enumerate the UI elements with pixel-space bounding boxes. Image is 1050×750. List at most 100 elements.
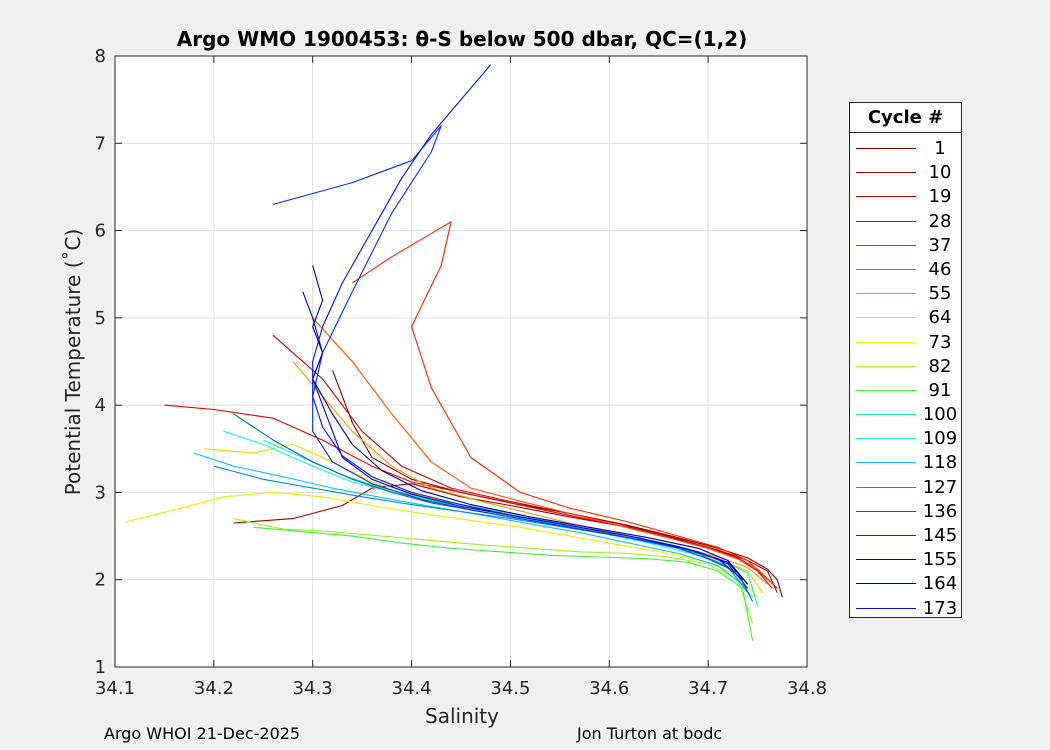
legend-swatch [856,607,916,609]
legend-entry: 136 [850,500,961,524]
axis-ticks: 34.1 34.2 34.3 34.4 34.5 34.6 34.7 34.8 1 2 3 4 5 6 7 8 [95,46,827,699]
series-line-cycle-37 [351,221,768,581]
chart-title: Argo WMO 1900453: θ-S below 500 dbar, QC… [177,27,747,51]
legend-label: 55 [928,283,952,305]
legend-swatch [856,559,916,561]
x-tick-label: 34.5 [490,678,530,699]
legend-entries: 1 10 19 28 37 46 55 64 73 82 91 100 109 118 127 136 145 1… [850,133,961,621]
legend-entry: 155 [850,548,961,572]
legend-label: 100 [922,404,958,426]
legend-entry: 37 [850,234,961,258]
legend-entry: 46 [850,258,961,282]
legend-entry: 73 [850,331,961,355]
legend-swatch [856,486,916,488]
x-tick-label: 34.7 [688,678,728,699]
legend-entry: 145 [850,524,961,548]
legend-entry: 109 [850,427,961,451]
legend-entry: 127 [850,476,961,500]
legend: Cycle # 1 10 19 28 37 46 55 64 73 82 91 100 109 118 12… [849,102,962,621]
legend-label: 118 [922,452,958,474]
legend-label: 91 [928,379,952,401]
x-tick-label: 34.1 [95,678,135,699]
legend-swatch [856,462,916,464]
legend-swatch [856,317,916,319]
legend-swatch [856,196,916,198]
legend-label: 73 [928,331,952,353]
legend-label: 127 [922,476,958,498]
legend-entry: 1 [850,137,961,161]
legend-entry: 19 [850,185,961,209]
legend-swatch [856,220,916,222]
legend-entry: 82 [850,355,961,379]
legend-swatch [856,414,916,416]
legend-label: 82 [928,355,952,377]
series-lines [124,64,783,641]
legend-label: 1 [934,138,946,159]
legend-label: 109 [922,428,958,450]
legend-entry: 64 [850,306,961,330]
legend-label: 28 [928,210,952,232]
series-line-cycle-145 [273,125,749,589]
legend-entry: 118 [850,451,961,475]
series-line-cycle-91 [253,526,754,641]
y-axis-label: Potential Temperature (˚C) [61,229,85,496]
legend-entry: 164 [850,572,961,596]
x-tick-label: 34.4 [392,678,432,699]
legend-swatch [856,365,916,367]
legend-label: 145 [922,525,958,546]
legend-swatch [856,583,916,585]
y-tick-label: 4 [95,395,106,416]
legend-label: 173 [922,597,958,619]
x-tick-label: 34.2 [194,678,234,699]
legend-entry: 10 [850,161,961,185]
legend-label: 10 [928,162,952,184]
legend-swatch [856,438,916,440]
legend-label: 46 [928,258,952,280]
x-axis-label: Salinity [425,704,499,728]
series-line-cycle-118 [193,452,749,589]
plot-area-frame [114,55,808,668]
legend-entry: 91 [850,379,961,403]
footer-author: Jon Turton at bodc [577,724,723,743]
legend-swatch [856,172,916,174]
series-line-cycle-19 [272,334,778,589]
legend-swatch [856,341,916,343]
series-line-cycle-46 [312,317,773,585]
legend-swatch [856,389,916,391]
legend-swatch [856,268,916,270]
legend-swatch [856,535,916,536]
series-line-cycle-164 [312,265,749,585]
legend-label: 19 [928,186,952,208]
series-line-cycle-127 [213,465,749,594]
x-tick-label: 34.6 [589,678,629,699]
legend-label: 64 [928,307,952,329]
plot-area-background [115,56,807,667]
y-tick-label: 3 [95,482,106,503]
legend-entry: 55 [850,282,961,306]
y-tick-label: 1 [95,657,106,678]
series-line-cycle-173 [312,64,744,581]
footer-source-date: Argo WHOI 21-Dec-2025 [104,724,301,743]
y-tick-label: 2 [95,570,106,591]
y-tick-label: 7 [95,133,106,154]
legend-label: 37 [928,234,952,256]
x-tick-label: 34.3 [293,678,333,699]
legend-label: 164 [922,573,958,595]
legend-swatch [856,148,916,149]
legend-title: Cycle # [850,103,961,133]
legend-label: 155 [922,549,958,571]
legend-entry: 100 [850,403,961,427]
legend-swatch [856,293,916,295]
legend-entry: 28 [850,210,961,234]
y-tick-label: 6 [95,221,106,242]
legend-swatch [856,244,916,246]
y-tick-label: 5 [95,308,106,329]
series-line-cycle-82 [233,518,754,624]
legend-label: 136 [922,500,958,522]
y-tick-label: 8 [95,46,106,67]
legend-entry: 173 [850,597,961,621]
legend-swatch [856,510,916,512]
series-line-cycle-73 [124,491,759,598]
x-tick-label: 34.8 [787,678,827,699]
